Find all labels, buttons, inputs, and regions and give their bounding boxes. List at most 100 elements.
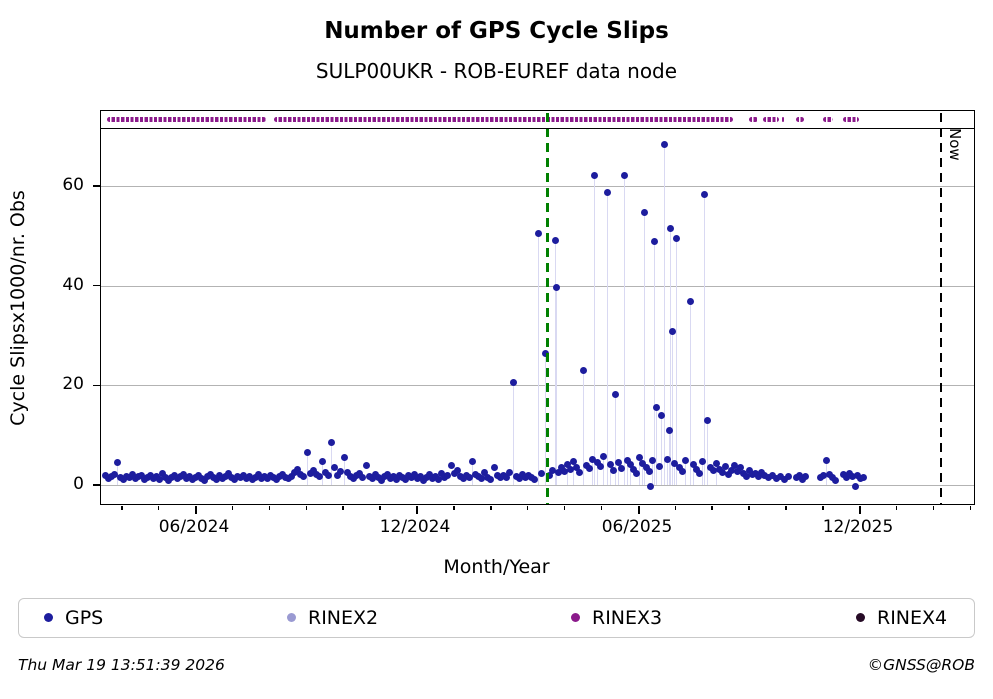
gps-point [161,473,169,481]
rinex3-band [796,117,804,122]
x-minor-tick [674,506,677,510]
strip-separator [101,128,974,129]
gps-point [629,465,637,473]
x-minor-tick [932,506,935,510]
gps-point [515,475,523,483]
gps-point [306,469,314,477]
gps-point [689,460,697,468]
gps-point [569,457,577,465]
x-minor-tick [268,506,271,510]
gps-point [703,416,711,424]
rinex3-band [107,117,266,122]
gps-point-stem [607,192,609,485]
gps-point [383,470,391,478]
x-major-tick [638,506,640,514]
gps-point-stem [676,238,678,485]
gps-point [626,461,634,469]
x-tick-label: 06/2024 [158,517,230,537]
gps-point [757,468,765,476]
gps-point [590,172,598,180]
x-tick-label: 12/2024 [379,517,451,537]
gps-point [831,476,839,484]
gps-point [739,469,747,477]
now-line-label: Now [946,128,964,161]
gps-point [287,472,295,480]
legend-item-rinex4: RINEX4 [856,599,947,636]
y-tick-label: 0 [73,474,84,494]
gps-point [368,475,376,483]
y-tick-label: 40 [62,274,84,295]
gps-point [392,475,400,483]
legend-item-rinex3: RINEX3 [571,599,662,636]
plot-area [93,110,975,514]
gps-point [349,474,357,482]
gps-point [315,472,323,480]
gps-point-stem [690,301,692,485]
gps-point [617,464,625,472]
gps-point [434,475,442,483]
gps-point [575,468,583,476]
gps-point [772,474,780,482]
gps-point [801,472,809,480]
gps-point [230,475,238,483]
gps-point [164,476,172,484]
gps-point [486,475,494,483]
gps-point [745,467,753,475]
x-major-tick [859,506,861,514]
x-minor-tick [822,506,824,510]
gps-point-stem [685,460,687,485]
gps-point [642,463,650,471]
gps-point [645,467,653,475]
legend-label: RINEX4 [877,606,948,629]
y-tick [93,284,100,287]
gps-point [453,466,461,474]
gps-point [572,464,580,472]
gps-point-stem [583,370,585,485]
gps-point-stem [702,461,704,485]
gps-point [635,454,643,462]
gps-point-stem [652,460,654,485]
gps-point [119,475,127,483]
gps-point-stem [624,175,626,485]
legend-label: RINEX2 [308,606,379,629]
x-minor-tick [711,506,713,510]
gps-point [425,471,433,479]
x-minor-tick [748,506,750,510]
gps-point [666,225,674,233]
gps-point [798,475,806,483]
gps-point [563,460,571,468]
rinex3-band [823,117,833,122]
legend-marker-rinex3-icon [571,613,580,622]
gps-point [468,457,476,465]
gps-point [272,475,280,483]
gps-point [377,476,385,484]
gps-point [290,468,298,476]
y-tick [93,384,100,387]
gps-point-stem [538,233,540,485]
x-major-tick [416,506,418,514]
gps-point [110,471,118,479]
gps-point [541,349,549,357]
gps-point [125,474,133,482]
gps-point-stem [716,463,718,485]
gps-point [670,459,678,467]
gps-point [416,473,424,481]
gps-point [224,469,232,477]
gps-point [733,467,741,475]
gps-point-stem [603,456,605,485]
legend-label: RINEX3 [592,606,663,629]
gps-point [407,474,415,482]
gps-point-stem [307,452,309,485]
gps-point [443,472,451,480]
vline-now [939,113,943,504]
rinex3-band [782,117,784,122]
gps-point [588,455,596,463]
x-minor-tick [895,506,898,510]
x-axis-label: Month/Year [443,556,550,578]
gps-point [566,466,574,474]
gps-point [327,439,335,447]
rinex3-band [749,117,758,122]
gps-point [263,475,271,483]
gps-point [318,457,326,465]
